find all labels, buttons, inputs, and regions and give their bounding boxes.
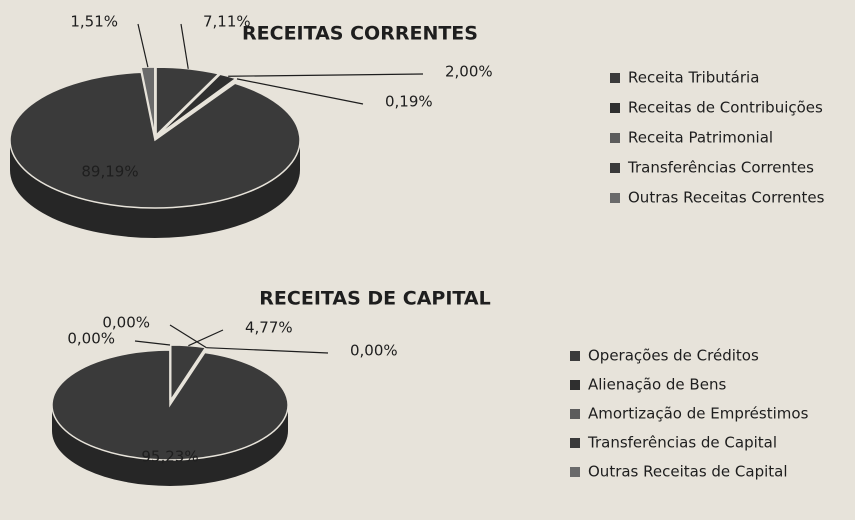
legend-label: Alienação de Bens [588, 376, 726, 394]
legend-label: Operações de Créditos [588, 347, 759, 365]
leader-line [134, 340, 171, 346]
pie-slice [51, 349, 289, 461]
data-label: 7,11% [203, 13, 251, 31]
data-label: 0,00% [350, 342, 398, 360]
legend-swatch [610, 193, 620, 203]
legend-label: Outras Receitas de Capital [588, 463, 788, 481]
legend-swatch [610, 163, 620, 173]
data-label: 1,51% [70, 13, 118, 31]
legend-swatch [610, 133, 620, 143]
data-label: 2,00% [445, 63, 493, 81]
leader-line [206, 347, 329, 354]
leader-line [169, 324, 207, 349]
data-label: 4,77% [245, 319, 293, 337]
leader-line [180, 23, 189, 69]
pie-slice-side [10, 140, 300, 238]
legend-swatch [570, 351, 580, 361]
leader-line [228, 73, 424, 77]
legend-label: Amortização de Empréstimos [588, 405, 809, 423]
leader-line [236, 78, 364, 105]
legend-swatch [570, 467, 580, 477]
data-label: 0,00% [102, 314, 150, 332]
leader-line [137, 23, 149, 68]
data-label: 0,00% [67, 330, 115, 348]
legend-swatch [610, 103, 620, 113]
pie-slice [155, 66, 221, 137]
pie-slice [9, 71, 301, 209]
chart-title: RECEITAS DE CAPITAL [259, 288, 490, 310]
legend-swatch [570, 438, 580, 448]
chart-title: RECEITAS CORRENTES [242, 23, 478, 45]
legend-swatch [570, 380, 580, 390]
data-label: 0,19% [385, 93, 433, 111]
legend-label: Receita Tributária [628, 69, 759, 87]
data-label: 89,19% [81, 163, 138, 181]
legend-label: Transferências Correntes [627, 159, 814, 177]
legend-label: Outras Receitas Correntes [628, 189, 825, 207]
legend-label: Receita Patrimonial [628, 129, 773, 147]
legend-swatch [570, 409, 580, 419]
legend-swatch [610, 73, 620, 83]
leader-line [188, 329, 224, 347]
data-label: 95,23% [141, 448, 198, 466]
pie-slice-side [52, 405, 288, 486]
legend-label: Transferências de Capital [587, 434, 777, 452]
legend-label: Receitas de Contribuições [628, 99, 823, 117]
